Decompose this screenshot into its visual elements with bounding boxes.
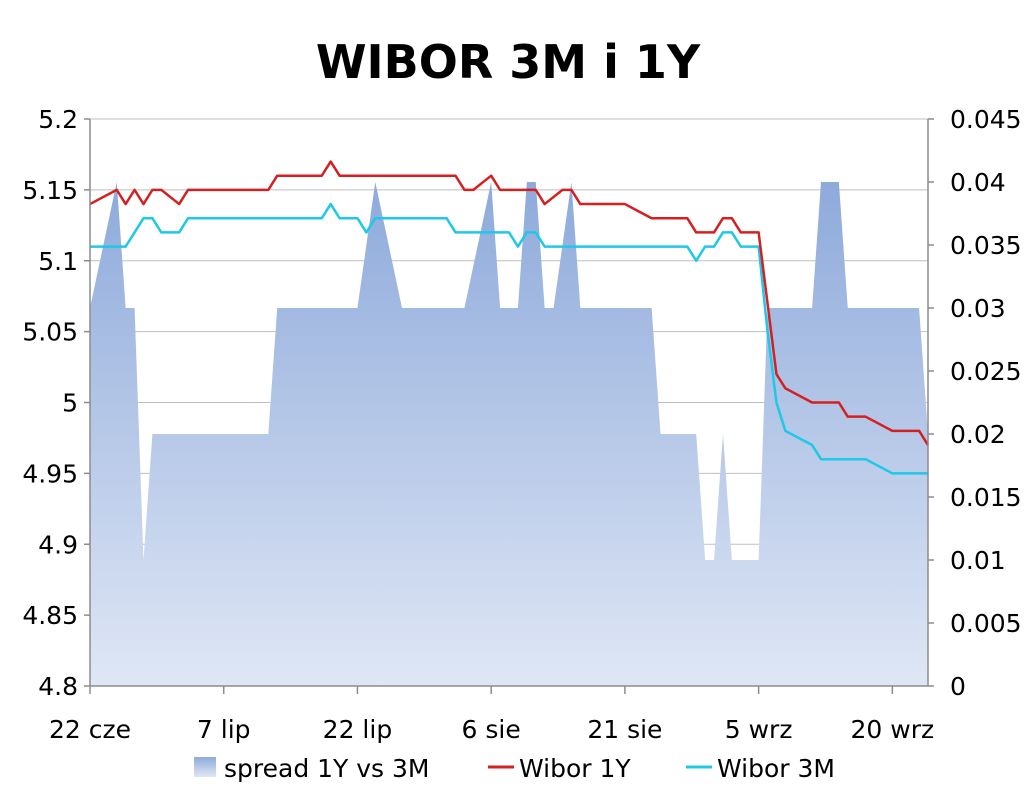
series-line-wibor-3m — [90, 202, 928, 475]
legend: spread 1Y vs 3M Wibor 1Y Wibor 3M — [194, 754, 835, 783]
x-tick-label: 21 sie — [587, 715, 662, 744]
y-left-tick-label: 4.9 — [38, 530, 78, 559]
y-left-tick-label: 5.1 — [38, 247, 78, 276]
x-tick-label: 22 lip — [323, 715, 393, 744]
legend-label-spread: spread 1Y vs 3M — [224, 754, 430, 783]
y-right-tick-label: 0.035 — [950, 231, 1022, 260]
spread-area — [90, 182, 928, 686]
legend-label-wibor-3m: Wibor 3M — [717, 754, 835, 783]
x-tick-label: 20 wrz — [851, 715, 935, 744]
y-right-tick-label: 0.045 — [950, 105, 1022, 134]
y-left-tick-label: 5 — [62, 389, 78, 418]
y-left-tick-label: 4.85 — [22, 601, 78, 630]
y-left-tick-label: 5.15 — [22, 176, 78, 205]
series-line-wibor-1y — [89, 160, 930, 446]
legend-swatch-spread — [194, 757, 216, 777]
y-right-tick-label: 0.02 — [950, 420, 1006, 449]
y-axis-left-ticks: 5.2 5.15 5.1 5.05 5 4.95 4.9 4.85 4.8 — [22, 105, 90, 701]
chart-title: WIBOR 3M i 1Y — [316, 35, 701, 89]
y-left-tick-label: 5.05 — [22, 318, 78, 347]
x-tick-label: 22 cze — [49, 715, 131, 744]
y-left-tick-label: 5.2 — [38, 105, 78, 134]
y-left-tick-label: 4.8 — [38, 672, 78, 701]
x-axis-ticks: 22 cze 7 lip 22 lip 6 sie 21 sie 5 wrz 20 wrz — [49, 686, 934, 744]
legend-label-wibor-1y: Wibor 1Y — [519, 754, 631, 783]
series-lines — [89, 160, 930, 475]
y-left-tick-label: 4.95 — [22, 459, 78, 488]
y-right-tick-label: 0 — [950, 672, 966, 701]
x-tick-label: 6 sie — [462, 715, 521, 744]
series-area-spread — [90, 182, 928, 686]
y-right-tick-label: 0.015 — [950, 483, 1022, 512]
y-right-tick-label: 0.01 — [950, 546, 1006, 575]
y-right-tick-label: 0.04 — [950, 168, 1006, 197]
y-right-tick-label: 0.025 — [950, 357, 1022, 386]
x-tick-label: 7 lip — [197, 715, 251, 744]
x-tick-label: 5 wrz — [725, 715, 793, 744]
y-right-tick-label: 0.03 — [950, 294, 1006, 323]
y-axis-right-ticks: 0.045 0.04 0.035 0.03 0.025 0.02 0.015 0.01 0.00… — [928, 105, 1022, 701]
y-right-tick-label: 0.005 — [950, 609, 1022, 638]
